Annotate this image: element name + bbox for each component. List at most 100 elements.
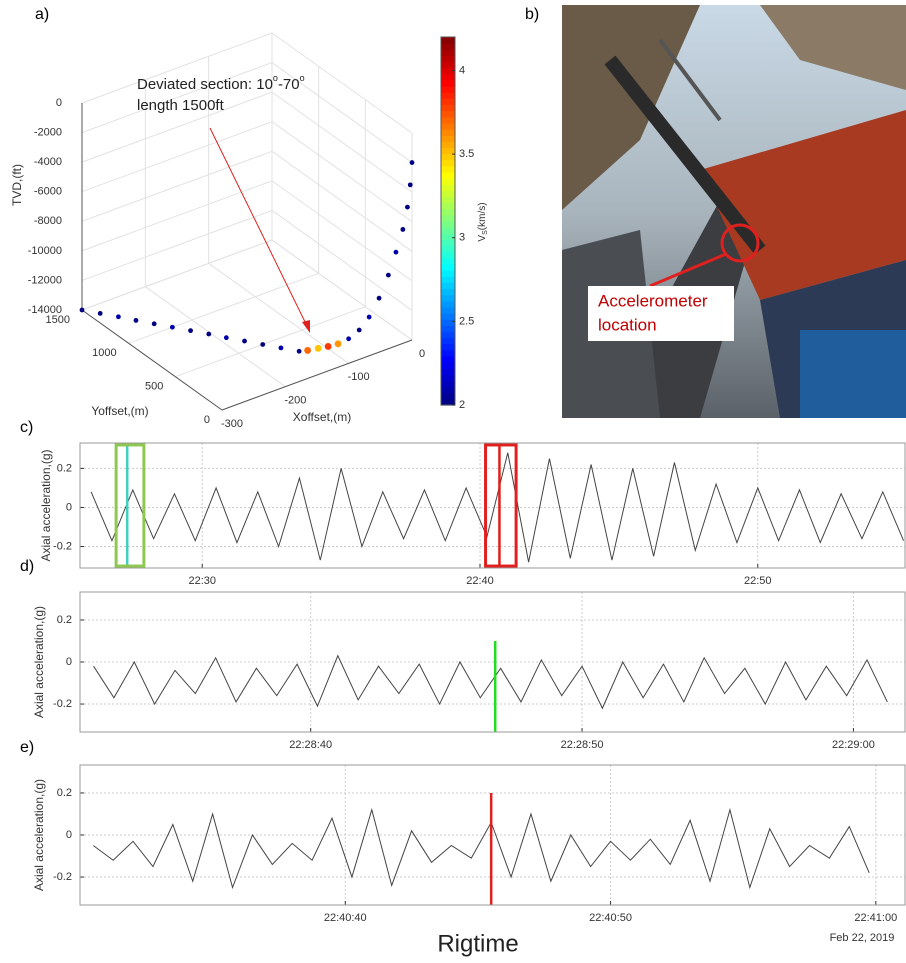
colorbar-cell: [441, 178, 455, 185]
data-point: [335, 340, 342, 347]
signal-trace: [94, 656, 888, 709]
annotation-part: -70: [278, 76, 300, 93]
colorbar-cell: [441, 117, 455, 124]
colorbar-tick-label: 2: [459, 399, 465, 411]
colorbar-tick-label: 3: [459, 232, 465, 244]
x-axis-title: Xoffset,(m): [293, 410, 351, 424]
grid-line: [82, 181, 272, 251]
colorbar-title: VS(km/s): [477, 202, 489, 241]
colorbar-cell: [441, 104, 455, 111]
data-point: [80, 308, 85, 313]
colorbar-cell: [441, 344, 455, 351]
colorbar-cell: [441, 172, 455, 179]
z-tick-label: -2000: [34, 126, 62, 138]
data-point: [224, 335, 229, 340]
colorbar-cell: [441, 37, 455, 44]
colorbar-cell: [441, 380, 455, 387]
colorbar-cell: [441, 325, 455, 332]
colorbar-cell: [441, 98, 455, 105]
colorbar-cell: [441, 209, 455, 216]
data-point: [170, 325, 175, 330]
grid-line: [129, 273, 319, 343]
colorbar-cell: [441, 203, 455, 210]
colorbar-cell: [441, 49, 455, 56]
colorbar-cell: [441, 307, 455, 314]
data-point: [297, 349, 302, 354]
plot-frame: [80, 443, 905, 568]
colorbar-cell: [441, 374, 455, 381]
photo-label: location: [598, 315, 657, 334]
x-tick-label: 0: [419, 348, 425, 360]
colorbar-cell: [441, 313, 455, 320]
data-point: [98, 311, 103, 316]
y-tick-label: -0.2: [53, 540, 72, 552]
data-point: [410, 160, 415, 165]
z-axis-title: TVD,(ft): [10, 164, 24, 206]
y-axis-title: Axial acceleration,(g): [32, 606, 46, 718]
colorbar-title-part: (km/s): [477, 202, 488, 230]
colorbar-cell: [441, 147, 455, 154]
colorbar-cell: [441, 252, 455, 259]
y-tick-label: 1500: [46, 314, 70, 326]
colorbar-cell: [441, 196, 455, 203]
colorbar-cell: [441, 62, 455, 69]
colorbar-cell: [441, 338, 455, 345]
data-point: [346, 336, 351, 341]
annotation-part: Deviated section: 10: [137, 76, 273, 93]
z-tick-label: -6000: [34, 186, 62, 198]
page: a)b)c)d)e)AccelerometerlocationRigtimeFe…: [0, 0, 906, 963]
data-point: [279, 345, 284, 350]
x-tick-label: 22:50: [744, 575, 772, 587]
colorbar-cell: [441, 387, 455, 394]
data-point: [408, 182, 413, 187]
y-tick-label: 500: [145, 381, 163, 393]
y-tick-label: 0: [204, 414, 210, 426]
data-point: [400, 227, 405, 232]
z-tick-label: -4000: [34, 156, 62, 168]
z-tick-label: 0: [56, 97, 62, 109]
grid-line: [272, 240, 412, 340]
colorbar-tick-label: 3.5: [459, 148, 474, 160]
colorbar-cell: [441, 141, 455, 148]
highlight-box: [486, 445, 517, 566]
annotation-part: o: [300, 73, 305, 83]
x-tick-label: 22:40:40: [324, 912, 367, 924]
y-tick-label: 0: [66, 656, 72, 668]
y-tick-label: -0.2: [53, 698, 72, 710]
colorbar-cell: [441, 160, 455, 167]
signal-trace: [93, 810, 869, 888]
colorbar-cell: [441, 276, 455, 283]
x-tick-label: 22:40:50: [589, 912, 632, 924]
grid-line: [145, 287, 285, 387]
data-point: [242, 339, 247, 344]
data-point: [188, 328, 193, 333]
colorbar-cell: [441, 362, 455, 369]
colorbar-cell: [441, 233, 455, 240]
colorbar-cell: [441, 258, 455, 265]
panel-label: e): [20, 739, 34, 756]
grid-line: [82, 240, 272, 310]
panel-label: a): [35, 6, 49, 23]
colorbar-cell: [441, 331, 455, 338]
data-point: [134, 318, 139, 323]
colorbar-cell: [441, 393, 455, 400]
y-axis-title: Axial acceleration,(g): [39, 449, 53, 561]
data-point: [394, 250, 399, 255]
y-tick-label: 1000: [92, 347, 116, 359]
z-tick-label: -10000: [28, 245, 62, 257]
panel-label: b): [525, 6, 539, 23]
colorbar-cell: [441, 246, 455, 253]
grid-line: [272, 92, 412, 192]
x-tick-label: -100: [348, 371, 370, 383]
y-axis-title: Yoffset,(m): [91, 404, 148, 418]
colorbar-cell: [441, 123, 455, 130]
colorbar-cell: [441, 239, 455, 246]
colorbar-cell: [441, 111, 455, 118]
data-point: [315, 345, 322, 352]
colorbar-cell: [441, 43, 455, 50]
colorbar-cell: [441, 356, 455, 363]
x-tick-label: 22:41:00: [854, 912, 897, 924]
annotation: Deviated section: 10o-70o: [137, 73, 305, 93]
colorbar-cell: [441, 129, 455, 136]
colorbar-cell: [441, 86, 455, 93]
